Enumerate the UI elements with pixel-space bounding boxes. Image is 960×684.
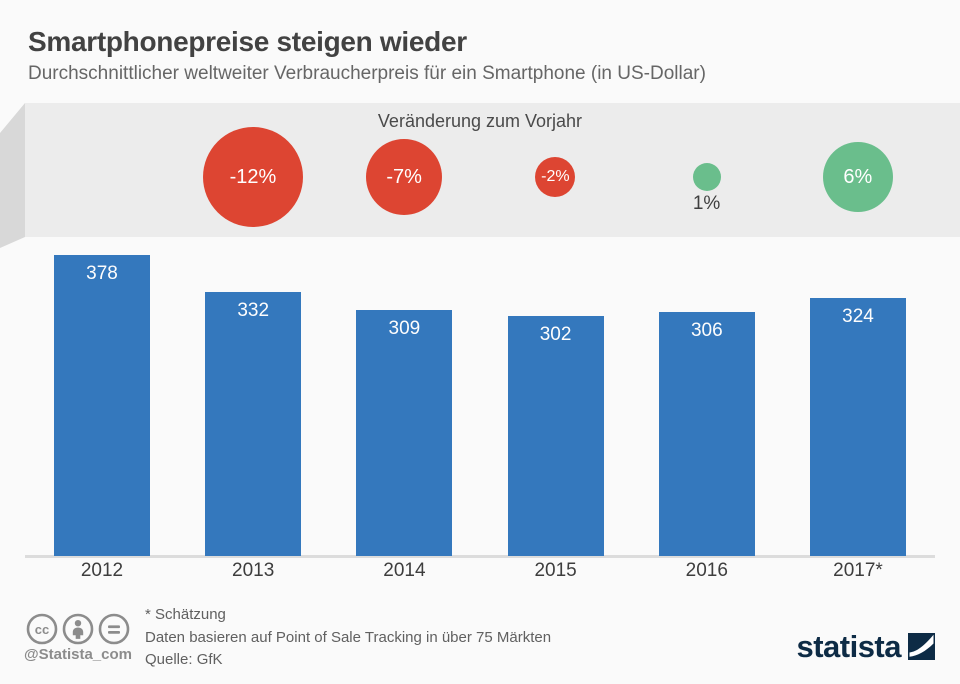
x-axis-label-2015: 2015 xyxy=(534,560,577,581)
change-bubble-2017: 6% xyxy=(822,142,893,212)
change-bubble-2015: -2% xyxy=(535,157,576,197)
bar-2016 xyxy=(658,312,755,556)
statista-handle: @Statista_com xyxy=(24,646,132,663)
x-axis-label-2017*: 2017* xyxy=(833,560,883,581)
bar-value-label: 324 xyxy=(842,306,874,327)
bar-2012 xyxy=(54,255,150,556)
bar-value-label: 378 xyxy=(86,263,118,284)
person-body xyxy=(72,627,84,639)
change-bubble-2016 xyxy=(692,163,721,191)
x-axis-label-2013: 2013 xyxy=(232,560,275,581)
change-bubble-label: -2% xyxy=(541,168,570,185)
no-derivatives-icon xyxy=(98,613,130,645)
bar-2015 xyxy=(507,316,604,556)
footnote-source: Quelle: GfK xyxy=(145,651,223,668)
bar-value-label: 332 xyxy=(237,300,270,321)
change-bubble-label: 1% xyxy=(692,193,721,214)
footnotes: * Schätzung Daten basieren auf Point of … xyxy=(145,604,551,672)
change-bubble-2014: -7% xyxy=(366,139,443,215)
change-band-title: Veränderung zum Vorjahr xyxy=(377,111,583,131)
cc-license-icon xyxy=(26,613,58,645)
statista-logo: statista xyxy=(796,631,935,662)
change-band xyxy=(25,103,960,237)
footnote-estimate: * Schätzung xyxy=(145,606,226,623)
change-bubble-label: 6% xyxy=(843,165,873,188)
bar-2014 xyxy=(356,310,453,556)
equal-bar-top xyxy=(108,625,120,629)
statista-logo-icon xyxy=(908,633,935,660)
x-axis-label-2014: 2014 xyxy=(383,560,426,581)
bar-value-label: 302 xyxy=(539,324,572,345)
equal-bar-bottom xyxy=(108,631,120,634)
bar-value-label: 309 xyxy=(388,318,421,339)
ribbon-fold-icon xyxy=(0,103,25,248)
page-subtitle: Durchschnittlicher weltweiter Verbrauche… xyxy=(28,63,706,84)
page-title: Smartphonepreise steigen wieder xyxy=(28,26,467,57)
change-bubble-label: -12% xyxy=(229,165,277,188)
change-bubble-2013: -12% xyxy=(203,127,303,227)
footnote-methodology: Daten basieren auf Point of Sale Trackin… xyxy=(145,628,552,646)
x-axis-label-2012: 2012 xyxy=(80,560,124,581)
statista-wordmark: statista xyxy=(796,629,901,664)
person-head xyxy=(74,620,82,627)
bar-2013 xyxy=(205,292,302,556)
bar-value-label: 306 xyxy=(690,320,723,341)
x-axis-label-2016: 2016 xyxy=(685,560,728,581)
x-axis-line xyxy=(25,555,935,558)
cc-license-icons: cc xyxy=(26,613,130,645)
change-bubble-label: -7% xyxy=(386,165,422,188)
bar-2017* xyxy=(810,298,906,556)
attribution-icon xyxy=(62,613,94,645)
cc-glyph: cc xyxy=(35,622,49,637)
